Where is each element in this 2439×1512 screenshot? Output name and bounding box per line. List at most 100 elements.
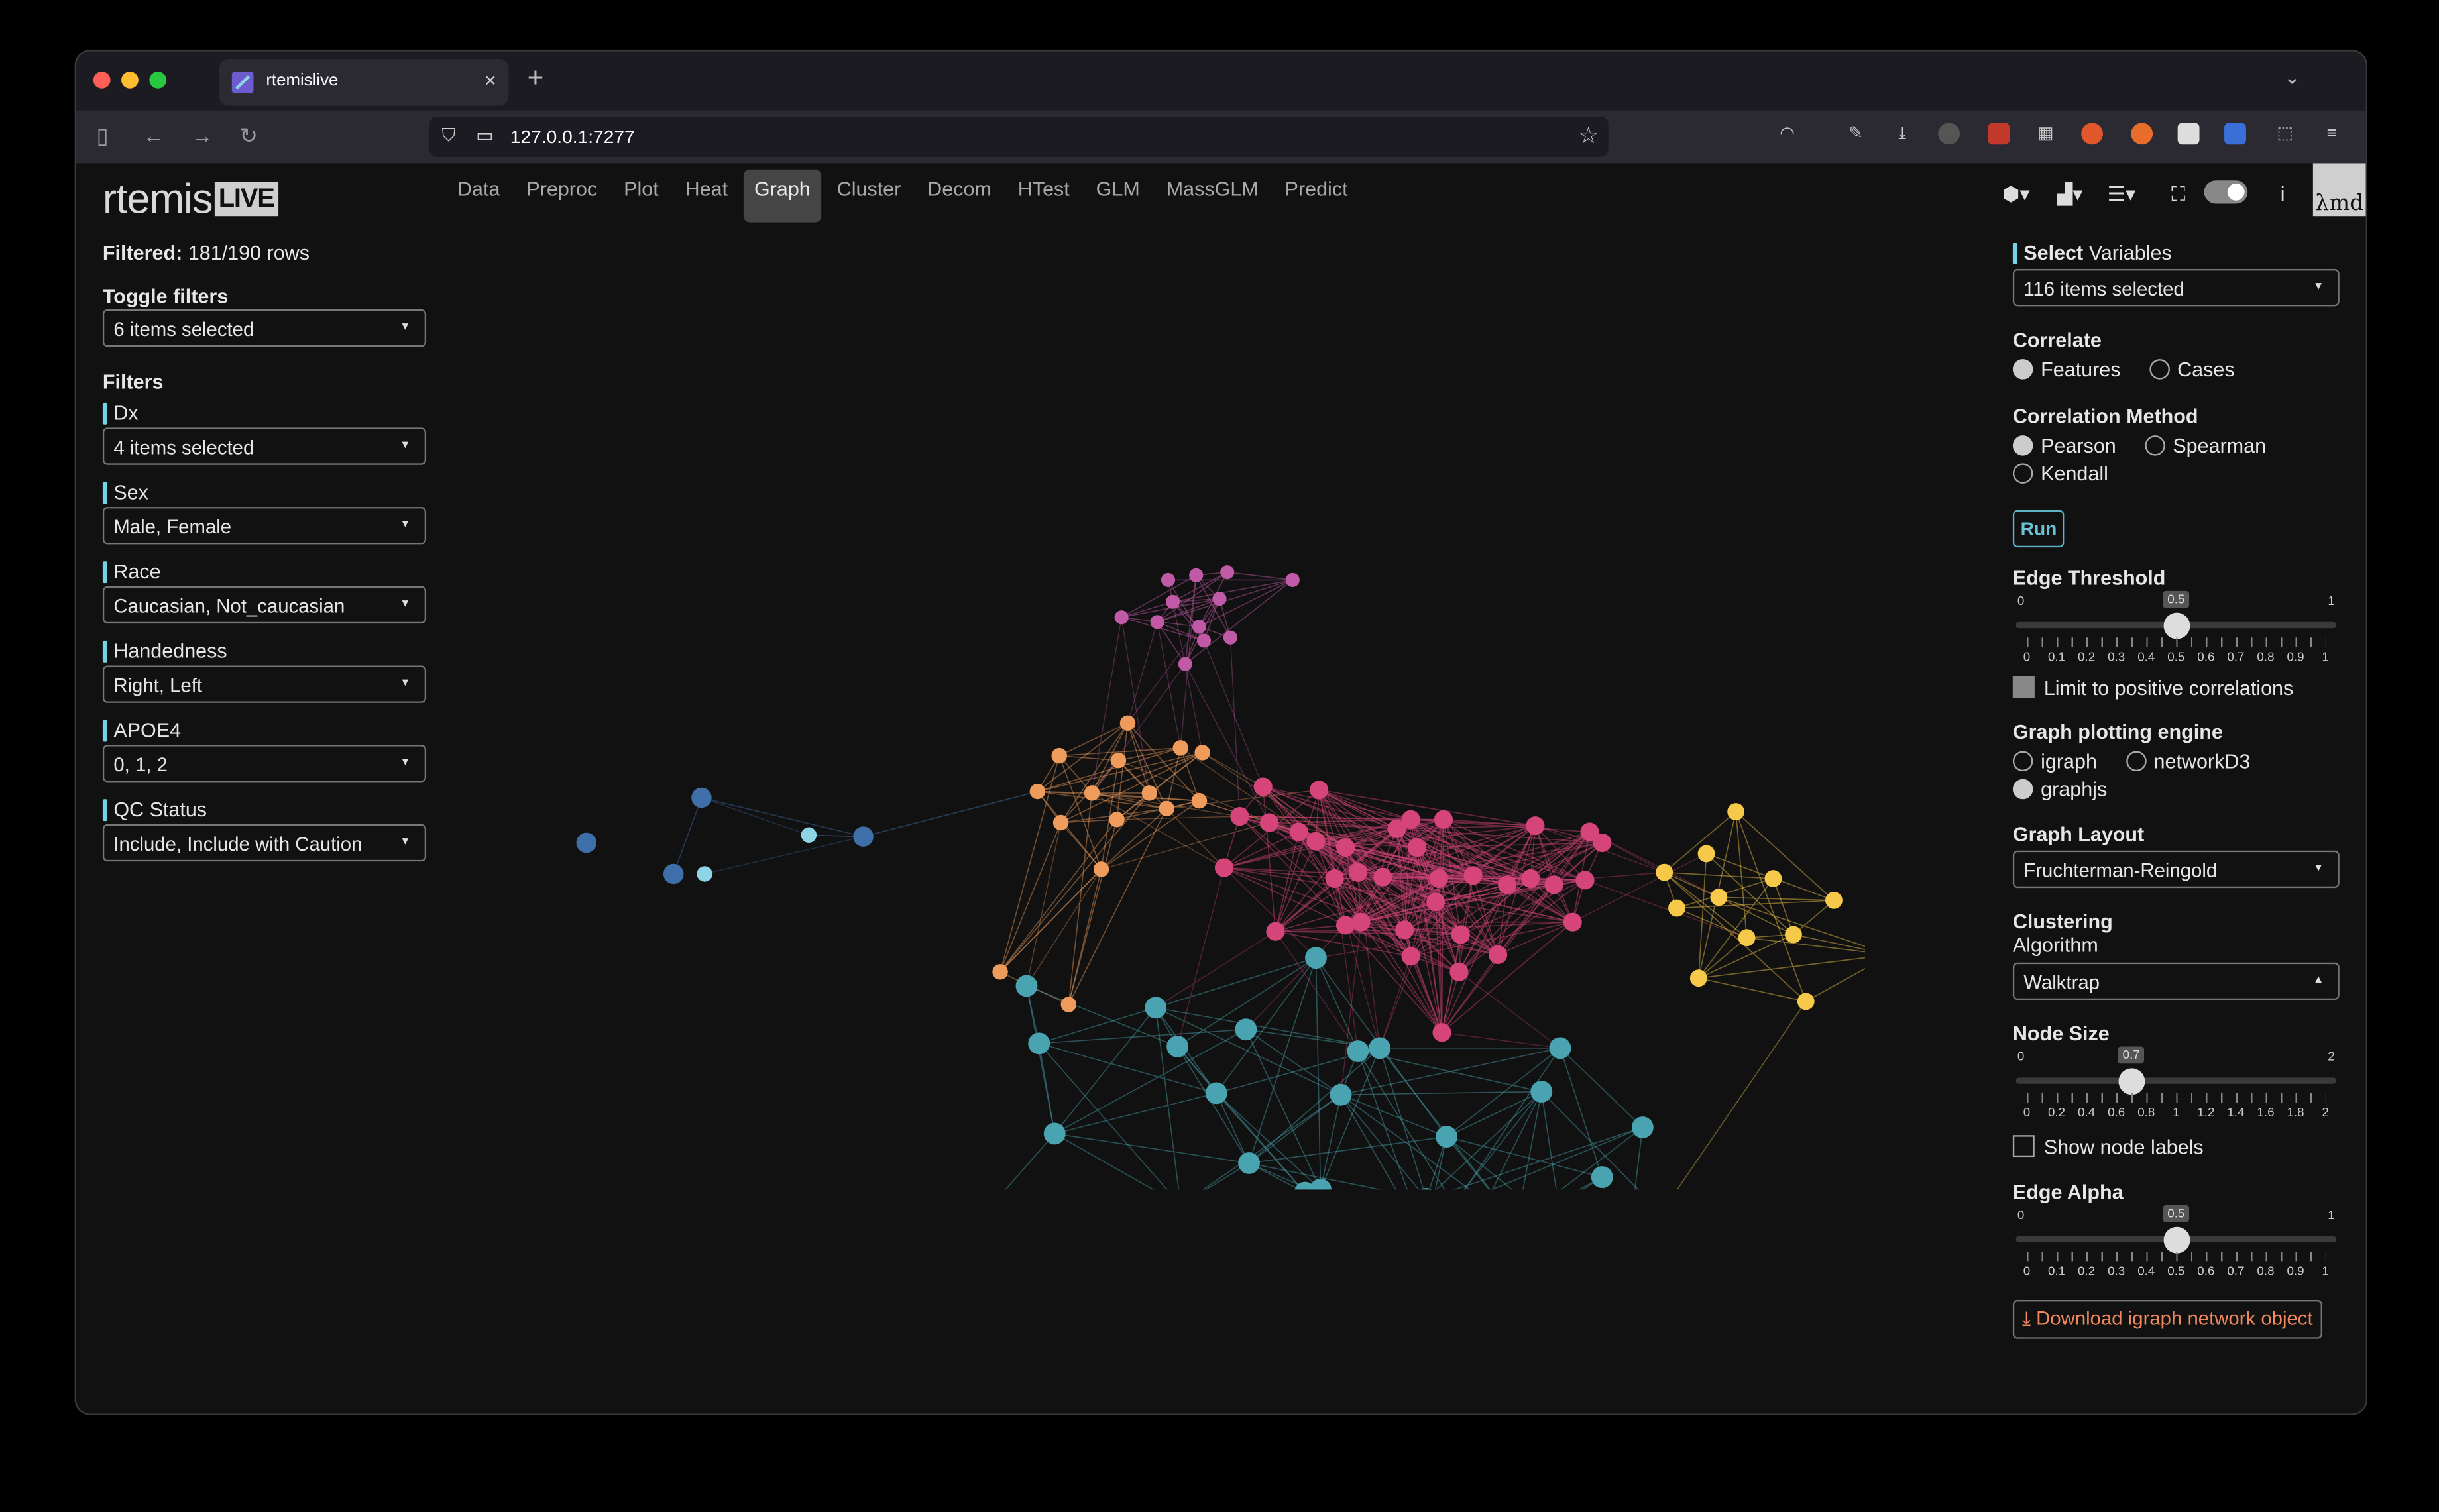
graph-node[interactable] (1084, 785, 1100, 801)
graph-node[interactable] (1488, 945, 1508, 965)
graph-node[interactable] (1432, 1023, 1451, 1042)
avatar[interactable]: λmd (2312, 163, 2366, 217)
close-tab-icon[interactable]: × (484, 68, 496, 92)
graph-node[interactable] (1463, 866, 1483, 885)
graph-node[interactable] (1285, 572, 1300, 587)
graph-node[interactable] (1192, 620, 1207, 634)
graph-node[interactable] (1785, 926, 1802, 944)
graph-node[interactable] (1401, 947, 1420, 966)
list-icon[interactable]: ☰▾ (2107, 182, 2136, 205)
nav-tab-preproc[interactable]: Preproc (526, 177, 598, 201)
info-icon[interactable]: i (2280, 182, 2285, 205)
nav-tab-glm[interactable]: GLM (1096, 177, 1140, 201)
graph-node[interactable] (1426, 892, 1446, 912)
graph-node[interactable] (1526, 816, 1545, 836)
graph-node[interactable] (1825, 891, 1843, 909)
extensions-icon[interactable]: ⬚ (2277, 124, 2293, 143)
graph-node[interactable] (1015, 975, 1038, 997)
sync-icon[interactable]: ◠ (1780, 124, 1795, 143)
graph-node[interactable] (1580, 822, 1599, 841)
radio-igraph[interactable]: igraph (2012, 749, 2097, 773)
graph-node[interactable] (1347, 1040, 1369, 1062)
graph-node[interactable] (1052, 814, 1069, 831)
graph-node[interactable] (1212, 591, 1227, 606)
graph-node[interactable] (1110, 752, 1127, 769)
browser-tab[interactable]: rtemislive × (219, 59, 509, 106)
nav-tab-data[interactable]: Data (457, 177, 500, 201)
graph-node[interactable] (1498, 875, 1517, 894)
extension-orange-icon[interactable] (2131, 123, 2153, 145)
graph-node[interactable] (1289, 822, 1308, 841)
nav-tab-htest[interactable]: HTest (1017, 177, 1070, 201)
graph-node[interactable] (1401, 810, 1420, 829)
graph-node[interactable] (1214, 858, 1234, 877)
bookmark-star-icon[interactable]: ☆ (1578, 123, 1599, 150)
graph-node[interactable] (1451, 925, 1470, 944)
graph-node[interactable] (663, 863, 684, 885)
graph-node[interactable] (1051, 747, 1067, 764)
graph-node[interactable] (1575, 871, 1595, 890)
graph-node[interactable] (1434, 810, 1453, 829)
graph-node[interactable] (1259, 813, 1279, 832)
radio-features[interactable]: Features (2012, 358, 2121, 381)
graph-node[interactable] (1220, 565, 1235, 580)
graph-node[interactable] (1373, 867, 1392, 887)
graph-node[interactable] (1145, 997, 1167, 1019)
graph-node[interactable] (1330, 1083, 1352, 1106)
show-node-labels-checkbox[interactable]: Show node labels (2012, 1135, 2343, 1158)
wrench-icon[interactable]: ✎ (1848, 124, 1863, 143)
graph-node[interactable] (1150, 615, 1164, 629)
graph-node[interactable] (1449, 962, 1469, 981)
limit-positive-checkbox[interactable]: Limit to positive correlations (2012, 676, 2343, 700)
network-graph[interactable] (481, 381, 1865, 1190)
edge-alpha-slider[interactable]: 0 1 0.5 0 0.1 0.2 0.3 0.4 0.5 0.6 0.7 0.8 0.9 1 (2013, 1204, 2340, 1278)
filter-select[interactable]: Include, Include with Caution (102, 824, 427, 862)
graph-node[interactable] (992, 964, 1008, 980)
graph-node[interactable] (1238, 1152, 1260, 1174)
graph-node[interactable] (1194, 745, 1210, 761)
graph-node[interactable] (1348, 863, 1367, 882)
graph-node[interactable] (1335, 837, 1355, 857)
nav-tab-decom[interactable]: Decom (927, 177, 992, 201)
close-window-icon[interactable] (93, 71, 111, 89)
nav-tab-predict[interactable]: Predict (1284, 177, 1348, 201)
tab-list-chevron-icon[interactable]: ⌄ (2283, 65, 2301, 89)
graph-node[interactable] (1521, 869, 1540, 889)
slider-handle[interactable] (2163, 612, 2190, 639)
variables-select[interactable]: 116 items selected (2012, 269, 2340, 307)
maximize-window-icon[interactable] (149, 71, 167, 89)
node-size-slider[interactable]: 0 2 0.7 0 0.2 0.4 0.6 0.8 1 1.2 1.4 1.6 1.8 2 (2013, 1045, 2340, 1120)
slider-track[interactable] (2015, 1077, 2337, 1084)
graph-node[interactable] (1109, 812, 1125, 828)
graph-node[interactable] (1738, 929, 1756, 947)
graph-node[interactable] (1178, 657, 1192, 671)
fullscreen-icon[interactable]: ⛶ (2171, 182, 2186, 205)
download-icon[interactable]: ⤓ (1898, 124, 1906, 143)
graph-node[interactable] (1429, 869, 1448, 889)
graph-node[interactable] (1407, 837, 1427, 857)
layout-select[interactable]: Fruchterman-Reingold (2012, 850, 2340, 889)
filter-select[interactable]: Male, Female (102, 507, 427, 545)
graph-node[interactable] (697, 866, 712, 882)
graph-node[interactable] (1544, 875, 1563, 894)
nav-tab-heat[interactable]: Heat (685, 177, 728, 201)
graph-node[interactable] (1436, 1126, 1458, 1148)
graph-node[interactable] (1161, 572, 1176, 587)
graph-node[interactable] (1710, 889, 1728, 906)
graph-node[interactable] (1253, 777, 1273, 796)
graph-node[interactable] (1223, 630, 1237, 645)
graph-node[interactable] (1689, 969, 1707, 987)
run-button[interactable]: Run (2012, 510, 2065, 548)
slider-handle[interactable] (2118, 1068, 2145, 1095)
graph-node[interactable] (1727, 803, 1745, 820)
graph-node[interactable] (1369, 1037, 1391, 1059)
graph-node[interactable] (1196, 633, 1212, 648)
graph-node[interactable] (1305, 947, 1327, 969)
graph-node[interactable] (691, 787, 712, 808)
graph-node[interactable] (1764, 870, 1782, 887)
graph-node[interactable] (1325, 869, 1344, 889)
filter-select[interactable]: Caucasian, Not_caucasian (102, 586, 427, 624)
download-button[interactable]: ⤓ Download igraph network object (2012, 1300, 2322, 1339)
graph-node[interactable] (1235, 1018, 1257, 1041)
graph-node[interactable] (801, 827, 817, 843)
